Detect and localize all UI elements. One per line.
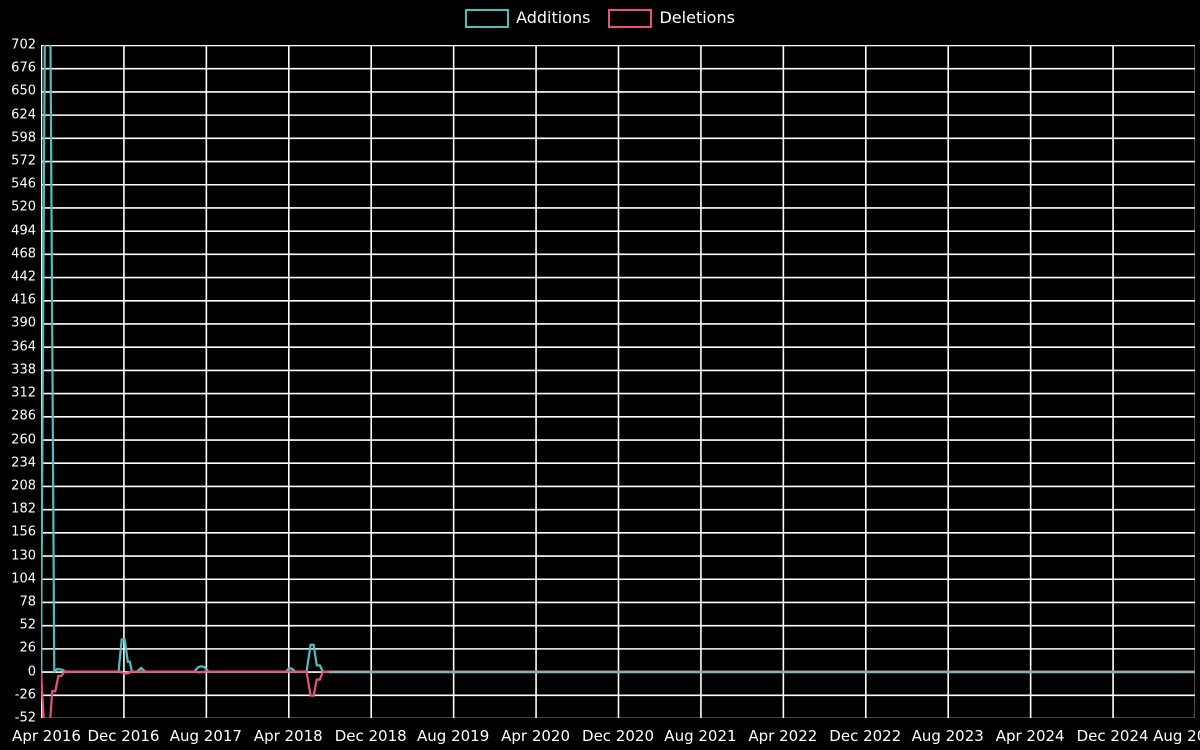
y-axis-tick-label: 442 — [11, 269, 36, 285]
y-axis-tick-label: 364 — [11, 339, 36, 355]
y-axis-tick-label: 104 — [11, 571, 36, 587]
x-axis-tick-label: Aug 2017 — [169, 727, 242, 745]
x-axis-tick-label: Dec 2018 — [334, 727, 407, 745]
legend-item-additions[interactable]: Additions — [465, 8, 591, 28]
x-axis-tick-label: Aug 2019 — [417, 727, 490, 745]
x-axis-tick-label: Dec 2020 — [582, 727, 654, 745]
y-axis-tick-label: -26 — [14, 687, 36, 703]
y-axis-tick-label: 494 — [11, 223, 36, 239]
y-axis-tick-label: 650 — [11, 83, 36, 99]
y-axis-tick-label: 572 — [11, 153, 36, 169]
legend-label-additions: Additions — [516, 8, 591, 27]
y-axis-tick-label: 182 — [11, 501, 36, 517]
x-axis-tick-label: Apr 2024 — [995, 727, 1065, 745]
plot-area — [41, 45, 1195, 718]
y-axis-tick-label: 676 — [11, 60, 36, 76]
chart-legend: Additions Deletions — [0, 0, 1200, 36]
y-axis-tick-label: 260 — [11, 432, 36, 448]
y-axis-tick-label: 130 — [11, 548, 36, 564]
legend-label-deletions: Deletions — [659, 8, 735, 27]
y-axis-tick-label: 0 — [27, 664, 36, 680]
y-axis-tick-label: 52 — [19, 617, 36, 633]
legend-item-deletions[interactable]: Deletions — [608, 8, 735, 28]
x-axis-tick-label: Aug 2021 — [664, 727, 737, 745]
y-axis-tick-label: 208 — [11, 478, 36, 494]
y-axis-tick-label: 78 — [19, 594, 36, 610]
x-axis-tick-label: Apr 2016 — [12, 727, 81, 745]
y-axis-tick-label: 390 — [11, 315, 36, 331]
plot-canvas — [41, 45, 1195, 718]
x-axis-tick-label: Dec 2024 — [1076, 727, 1149, 745]
y-axis-tick-label: 234 — [11, 455, 36, 471]
series-group — [41, 45, 1195, 718]
y-axis-tick-label: 338 — [11, 362, 36, 378]
y-axis-tick-label: 286 — [11, 408, 36, 424]
y-axis-labels: 702 676 650 624 598 572 546 520 494 468 442 416 390 3… — [0, 0, 36, 750]
x-axis-tick-label: Dec 2016 — [87, 727, 160, 745]
y-axis-tick-label: 468 — [11, 246, 36, 262]
x-axis-tick-label: Aug 2025 — [1153, 727, 1200, 745]
y-axis-tick-label: -52 — [14, 710, 36, 726]
y-axis-tick-label: 520 — [11, 199, 36, 215]
y-axis-tick-label: 702 — [11, 37, 36, 53]
y-axis-tick-label: 312 — [11, 385, 36, 401]
x-axis-tick-label: Apr 2020 — [501, 727, 571, 745]
x-axis-tick-label: Apr 2018 — [253, 727, 323, 745]
y-axis-tick-label: 598 — [11, 130, 36, 146]
y-axis-tick-label: 624 — [11, 107, 36, 123]
grid-lines — [41, 45, 1195, 718]
y-axis-tick-label: 156 — [11, 524, 36, 540]
y-axis-tick-label: 416 — [11, 292, 36, 308]
x-axis-tick-label: Aug 2023 — [911, 727, 984, 745]
y-axis-tick-label: 26 — [19, 640, 36, 656]
x-axis-tick-label: Apr 2022 — [748, 727, 818, 745]
series-line-deletions — [41, 670, 1195, 718]
x-axis-tick-label: Dec 2022 — [829, 727, 902, 745]
legend-swatch-additions — [465, 8, 510, 28]
y-axis-tick-label: 546 — [11, 176, 36, 192]
legend-swatch-deletions — [608, 8, 653, 28]
